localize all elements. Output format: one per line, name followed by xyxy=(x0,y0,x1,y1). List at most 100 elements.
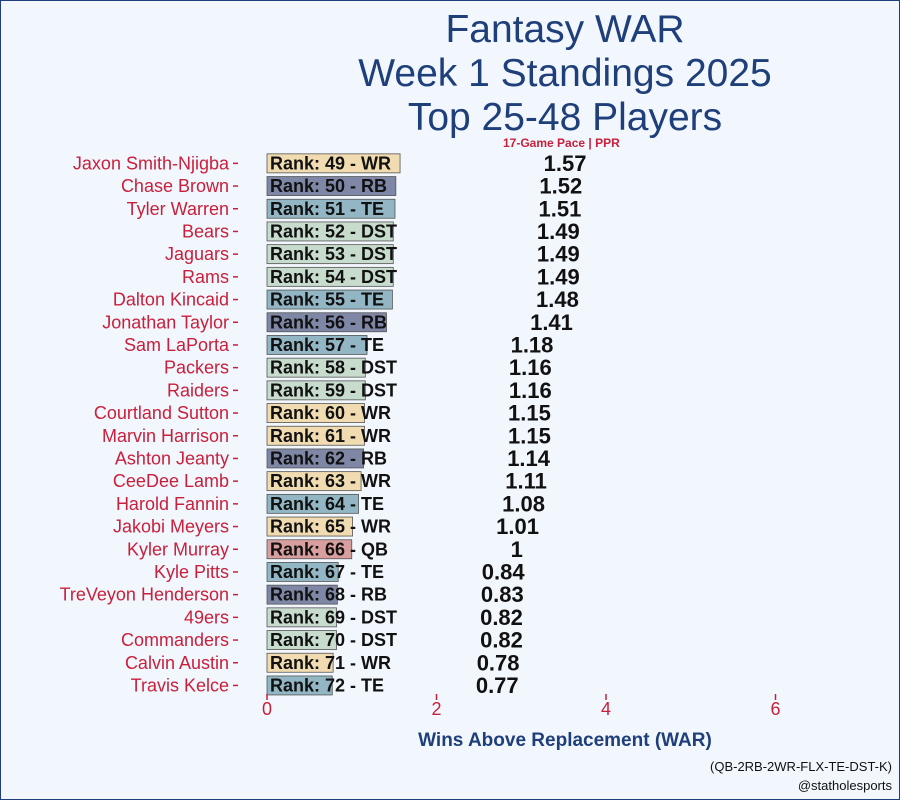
war-bar xyxy=(266,675,333,696)
war-bar xyxy=(266,335,368,355)
value-label: 1 xyxy=(511,537,523,562)
player-label: Dalton Kincaid xyxy=(113,290,229,310)
rank-label: Rank: 68 - RB xyxy=(270,585,387,605)
value-label: 0.82 xyxy=(480,628,523,653)
rank-label: Rank: 55 - TE xyxy=(270,290,384,310)
value-label: 1.14 xyxy=(507,446,551,471)
war-bar xyxy=(266,493,359,514)
player-label: Packers xyxy=(164,358,229,378)
value-label: 1.48 xyxy=(536,287,579,312)
rank-label: Rank: 65 - WR xyxy=(270,517,391,537)
value-label: 1.51 xyxy=(539,196,582,221)
rank-label: Rank: 62 - RB xyxy=(270,448,387,468)
caption: (QB-2RB-2WR-FLX-TE-DST-K) @statholesport… xyxy=(710,757,892,795)
value-label: 1.49 xyxy=(537,242,580,267)
rank-label: Rank: 61 - WR xyxy=(270,426,391,446)
value-label: 0.84 xyxy=(482,559,526,584)
caption-handle: @statholesports xyxy=(797,778,892,793)
value-label: 1.18 xyxy=(511,332,554,357)
rank-label: Rank: 64 - TE xyxy=(270,494,384,514)
player-label: Jakobi Meyers xyxy=(113,517,229,537)
rank-label: Rank: 53 - DST xyxy=(270,244,397,264)
player-label: Commanders xyxy=(121,630,229,650)
war-bar xyxy=(266,244,394,265)
rank-label: Rank: 69 - DST xyxy=(270,607,397,627)
rank-label: Rank: 60 - WR xyxy=(270,403,391,423)
rank-label: Rank: 49 - WR xyxy=(270,153,391,173)
war-bar xyxy=(266,630,337,650)
player-label: CeeDee Lamb xyxy=(113,471,229,491)
war-bar xyxy=(266,584,338,605)
war-bar xyxy=(266,516,353,537)
value-label: 1.15 xyxy=(508,401,551,426)
rank-label: Rank: 63 - WR xyxy=(270,471,391,491)
value-label: 0.83 xyxy=(481,582,524,607)
rank-label: Rank: 54 - DST xyxy=(270,267,397,287)
player-label: Kyle Pitts xyxy=(154,562,229,582)
x-tick-label: 2 xyxy=(431,699,441,719)
rank-label: Rank: 71 - WR xyxy=(270,653,391,673)
player-label: TreVeyon Henderson xyxy=(60,585,229,605)
player-label: Calvin Austin xyxy=(125,653,229,673)
rank-label: Rank: 50 - RB xyxy=(270,176,387,196)
player-label: Marvin Harrison xyxy=(102,426,229,446)
value-label: 1.01 xyxy=(496,514,539,539)
value-label: 1.49 xyxy=(537,264,580,289)
war-bar xyxy=(266,380,366,401)
value-label: 1.16 xyxy=(509,355,552,380)
value-label: 1.52 xyxy=(539,174,582,199)
rank-label: Rank: 56 - RB xyxy=(270,312,387,332)
caption-roster-format: (QB-2RB-2WR-FLX-TE-DST-K) xyxy=(710,759,892,774)
war-bar xyxy=(266,176,397,196)
rank-label: Rank: 70 - DST xyxy=(270,630,397,650)
player-label: Sam LaPorta xyxy=(124,335,230,355)
chart-title: Fantasy WAR Week 1 Standings 2025 Top 25… xyxy=(0,8,900,140)
title-line-1: Fantasy WAR xyxy=(445,8,685,51)
rank-label: Rank: 52 - DST xyxy=(270,221,397,241)
value-label: 0.78 xyxy=(477,650,520,675)
war-bar xyxy=(266,221,394,242)
x-tick-label: 4 xyxy=(601,699,611,719)
player-label: 49ers xyxy=(184,607,229,627)
value-label: 1.41 xyxy=(530,310,573,335)
player-label: Tyler Warren xyxy=(127,199,229,219)
player-label: Harold Fannin xyxy=(116,494,229,514)
war-bar xyxy=(266,448,365,469)
x-axis-title: Wins Above Replacement (WAR) xyxy=(418,730,712,751)
war-bar xyxy=(266,425,365,446)
rank-label: Rank: 67 - TE xyxy=(270,562,384,582)
chart-subtitle: 17-Game Pace | PPR xyxy=(503,136,620,150)
player-label: Raiders xyxy=(167,380,229,400)
war-bar xyxy=(266,289,393,310)
player-label: Jonathan Taylor xyxy=(102,312,229,332)
rank-label: Rank: 59 - DST xyxy=(270,380,397,400)
war-bar xyxy=(266,266,394,287)
player-label: Rams xyxy=(182,267,229,287)
war-bar xyxy=(266,403,365,423)
war-bar xyxy=(266,153,401,174)
war-bar xyxy=(266,471,362,492)
war-bar xyxy=(266,312,387,333)
player-label: Travis Kelce xyxy=(131,675,229,695)
title-line-2: Week 1 Standings 2025 xyxy=(358,52,772,95)
war-bar xyxy=(266,607,337,628)
x-tick-label: 0 xyxy=(262,699,272,719)
value-label: 1.15 xyxy=(508,423,551,448)
player-label: Jaguars xyxy=(165,244,229,264)
rank-label: Rank: 66 - QB xyxy=(270,539,388,559)
rank-label: Rank: 57 - TE xyxy=(270,335,384,355)
value-label: 1.08 xyxy=(502,491,545,516)
war-bar xyxy=(266,562,339,582)
value-label: 1.57 xyxy=(544,151,587,176)
value-label: 0.82 xyxy=(480,605,523,630)
player-label: Kyler Murray xyxy=(127,539,229,559)
value-label: 1.11 xyxy=(505,469,547,494)
player-label: Jaxon Smith-Njigba xyxy=(73,153,230,173)
rank-label: Rank: 51 - TE xyxy=(270,199,384,219)
war-bar xyxy=(266,539,353,560)
rank-label: Rank: 58 - DST xyxy=(270,358,397,378)
value-label: 0.77 xyxy=(476,673,519,698)
x-tick-label: 6 xyxy=(770,699,780,719)
